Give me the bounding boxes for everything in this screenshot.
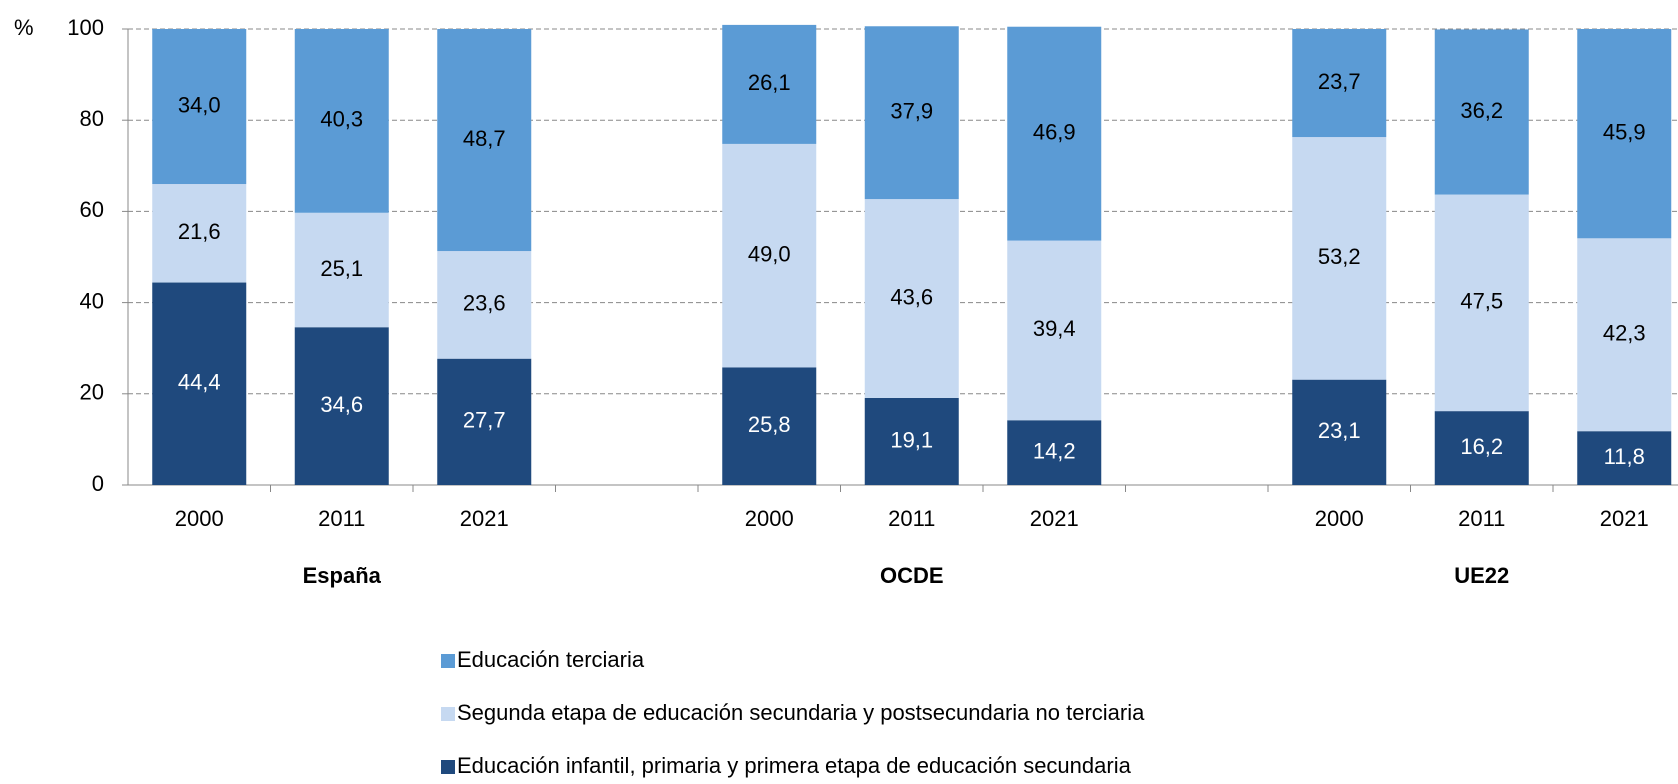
data-label: 27,7 [463,408,506,433]
legend-swatch [441,760,455,774]
bar-segment [1577,431,1672,485]
bar-segment [1434,411,1529,485]
data-label: 45,9 [1603,119,1646,144]
data-label: 34,0 [178,92,221,117]
bar-segment [437,358,532,485]
bar-segment [437,29,532,252]
data-label: 37,9 [890,98,933,123]
bar-segment [1007,26,1102,241]
x-tick-label: 2000 [175,506,224,531]
bar-segment [1007,420,1102,485]
x-tick-label: 2000 [1315,506,1364,531]
data-label: 46,9 [1033,119,1076,144]
data-label: 11,8 [1604,444,1645,469]
bar-segment [294,327,389,485]
bar-segment [864,26,959,200]
bar-segment [1007,240,1102,421]
bar-segment [1292,379,1387,485]
data-label: 16,2 [1460,434,1503,459]
bar-segment [1292,137,1387,380]
x-tick-label: 2000 [745,506,794,531]
x-tick-label: 2011 [1458,506,1505,531]
bar-segment [152,184,247,283]
x-tick-label: 2021 [1030,506,1079,531]
bar-segment [152,282,247,485]
bar-segment [1577,238,1672,432]
x-tick-label: 2011 [888,506,935,531]
data-label: 25,1 [320,256,363,281]
data-label: 48,7 [463,126,506,151]
bar-segment [864,397,959,485]
y-tick-label: 0 [92,471,104,496]
bar-segment [722,143,817,368]
data-label: 26,1 [748,70,791,95]
bar-segment [864,199,959,398]
data-label: 43,6 [890,284,933,309]
data-label: 19,1 [890,427,933,452]
bar-segment [152,29,247,185]
y-axis-label: % [14,15,34,40]
data-label: 49,0 [748,241,791,266]
data-label: 34,6 [320,392,363,417]
legend-swatch [441,654,455,668]
bar-segment [722,24,817,144]
data-label: 25,8 [748,412,791,437]
bar-segment [1577,29,1672,239]
y-tick-label: 60 [80,197,104,222]
data-label: 39,4 [1033,316,1076,341]
bar-segment [437,251,532,359]
data-label: 53,2 [1318,244,1361,269]
x-tick-label: 2021 [460,506,509,531]
group-label: UE22 [1454,563,1509,588]
group-label: España [303,563,382,588]
data-label: 23,1 [1318,418,1361,443]
bar-segment [294,212,389,328]
x-tick-label: 2021 [1600,506,1649,531]
data-label: 23,7 [1318,69,1361,94]
bar-segment [1434,29,1529,195]
y-tick-label: 100 [67,15,104,40]
y-tick-label: 20 [80,380,104,405]
bar-segment [1434,194,1529,412]
data-label: 47,5 [1460,289,1503,314]
data-label: 23,6 [463,291,506,316]
legend-label: Educación infantil, primaria y primera e… [457,753,1132,778]
data-label: 42,3 [1603,321,1646,346]
legend-label: Educación terciaria [457,647,645,672]
data-label: 40,3 [320,107,363,132]
legend-label: Segunda etapa de educación secundaria y … [457,700,1145,725]
x-tick-label: 2011 [318,506,365,531]
data-label: 36,2 [1460,98,1503,123]
legend-swatch [441,707,455,721]
y-tick-label: 40 [80,288,104,313]
group-label: OCDE [880,563,944,588]
bar-segment [722,367,817,485]
data-label: 21,6 [178,219,221,244]
bar-segment [1292,29,1387,138]
y-tick-label: 80 [80,106,104,131]
data-label: 44,4 [178,370,221,395]
bar-segment [294,29,389,213]
data-label: 14,2 [1033,438,1076,463]
